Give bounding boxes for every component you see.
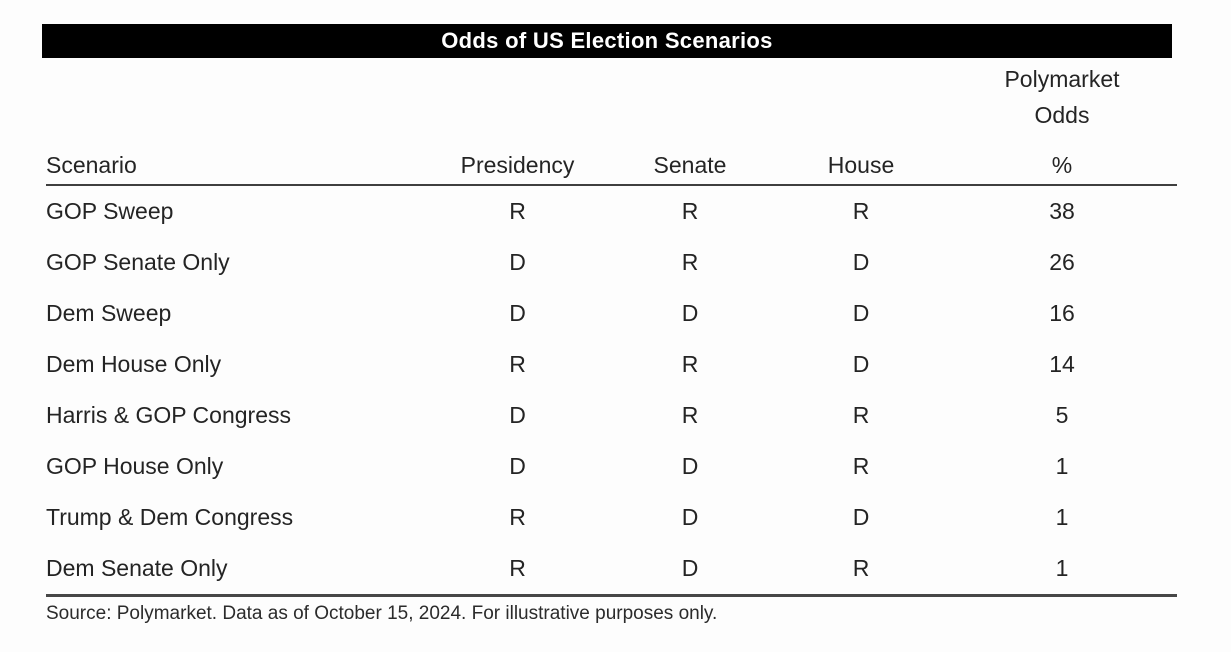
scenario-cell: Dem House Only <box>46 351 222 377</box>
senate-cell: R <box>681 249 699 275</box>
house-cell: D <box>852 249 870 275</box>
house-cell: R <box>852 402 870 428</box>
odds-cell: 26 <box>1049 249 1075 275</box>
house-cell: D <box>852 504 870 530</box>
scenario-cell: GOP Senate Only <box>46 249 230 275</box>
scenario-cell: Dem Sweep <box>46 300 172 326</box>
table-title-bar: Odds of US Election Scenarios <box>42 24 1172 58</box>
odds-table: Polymarket Odds Scenario Presidency Sena… <box>46 60 1177 625</box>
source-note: Source: Polymarket. Data as of October 1… <box>46 603 718 624</box>
superheader-line-1: Polymarket <box>1004 66 1120 92</box>
presidency-cell: D <box>509 453 526 479</box>
senate-cell: D <box>681 504 699 530</box>
senate-cell: D <box>681 300 699 326</box>
table-header-row: Scenario Presidency Senate House % <box>46 146 1177 186</box>
table-row: Dem Sweep D D D 16 <box>46 288 1177 339</box>
table-row: GOP Sweep R R R 38 <box>46 186 1177 237</box>
column-header-presidency: Presidency <box>460 151 575 178</box>
table-row: Dem House Only R R D 14 <box>46 339 1177 390</box>
column-header-odds-percent: % <box>1051 151 1073 178</box>
odds-cell: 14 <box>1049 351 1075 377</box>
table-superheader-row: Polymarket Odds <box>46 60 1177 146</box>
table-row: Dem Senate Only R D R 1 <box>46 543 1177 594</box>
column-header-scenario: Scenario <box>46 151 137 178</box>
odds-cell: 1 <box>1055 453 1069 479</box>
odds-cell: 38 <box>1049 198 1075 224</box>
odds-cell: 1 <box>1055 504 1069 530</box>
presidency-cell: D <box>509 402 526 428</box>
house-cell: R <box>852 555 870 581</box>
senate-cell: R <box>681 351 699 377</box>
senate-cell: R <box>681 402 699 428</box>
senate-cell: D <box>681 555 699 581</box>
odds-cell: 16 <box>1049 300 1075 326</box>
polymarket-odds-superheader: Polymarket Odds <box>947 61 1177 133</box>
superheader-line-2: Odds <box>1034 102 1090 128</box>
senate-cell: D <box>681 453 699 479</box>
house-cell: R <box>852 198 870 224</box>
table-row: Harris & GOP Congress D R R 5 <box>46 390 1177 441</box>
column-header-house: House <box>827 151 895 178</box>
presidency-cell: R <box>509 555 526 581</box>
odds-cell: 1 <box>1055 555 1069 581</box>
table-row: GOP House Only D D R 1 <box>46 441 1177 492</box>
scenario-cell: GOP Sweep <box>46 198 174 224</box>
table-body: GOP Sweep R R R 38 GOP Senate Only D R D… <box>46 186 1177 597</box>
presidency-cell: R <box>509 198 526 224</box>
presidency-cell: D <box>509 300 526 326</box>
presidency-cell: R <box>509 351 526 377</box>
table-row: GOP Senate Only D R D 26 <box>46 237 1177 288</box>
column-header-senate: Senate <box>653 151 727 178</box>
odds-cell: 5 <box>1055 402 1069 428</box>
presidency-cell: R <box>509 504 526 530</box>
scenario-cell: Trump & Dem Congress <box>46 504 294 530</box>
page-title: Odds of US Election Scenarios <box>441 28 773 53</box>
presidency-cell: D <box>509 249 526 275</box>
scenario-cell: Harris & GOP Congress <box>46 402 291 428</box>
senate-cell: R <box>681 198 699 224</box>
house-cell: D <box>852 351 870 377</box>
scenario-cell: GOP House Only <box>46 453 224 479</box>
house-cell: R <box>852 453 870 479</box>
scenario-cell: Dem Senate Only <box>46 555 228 581</box>
table-row: Trump & Dem Congress R D D 1 <box>46 492 1177 543</box>
house-cell: D <box>852 300 870 326</box>
